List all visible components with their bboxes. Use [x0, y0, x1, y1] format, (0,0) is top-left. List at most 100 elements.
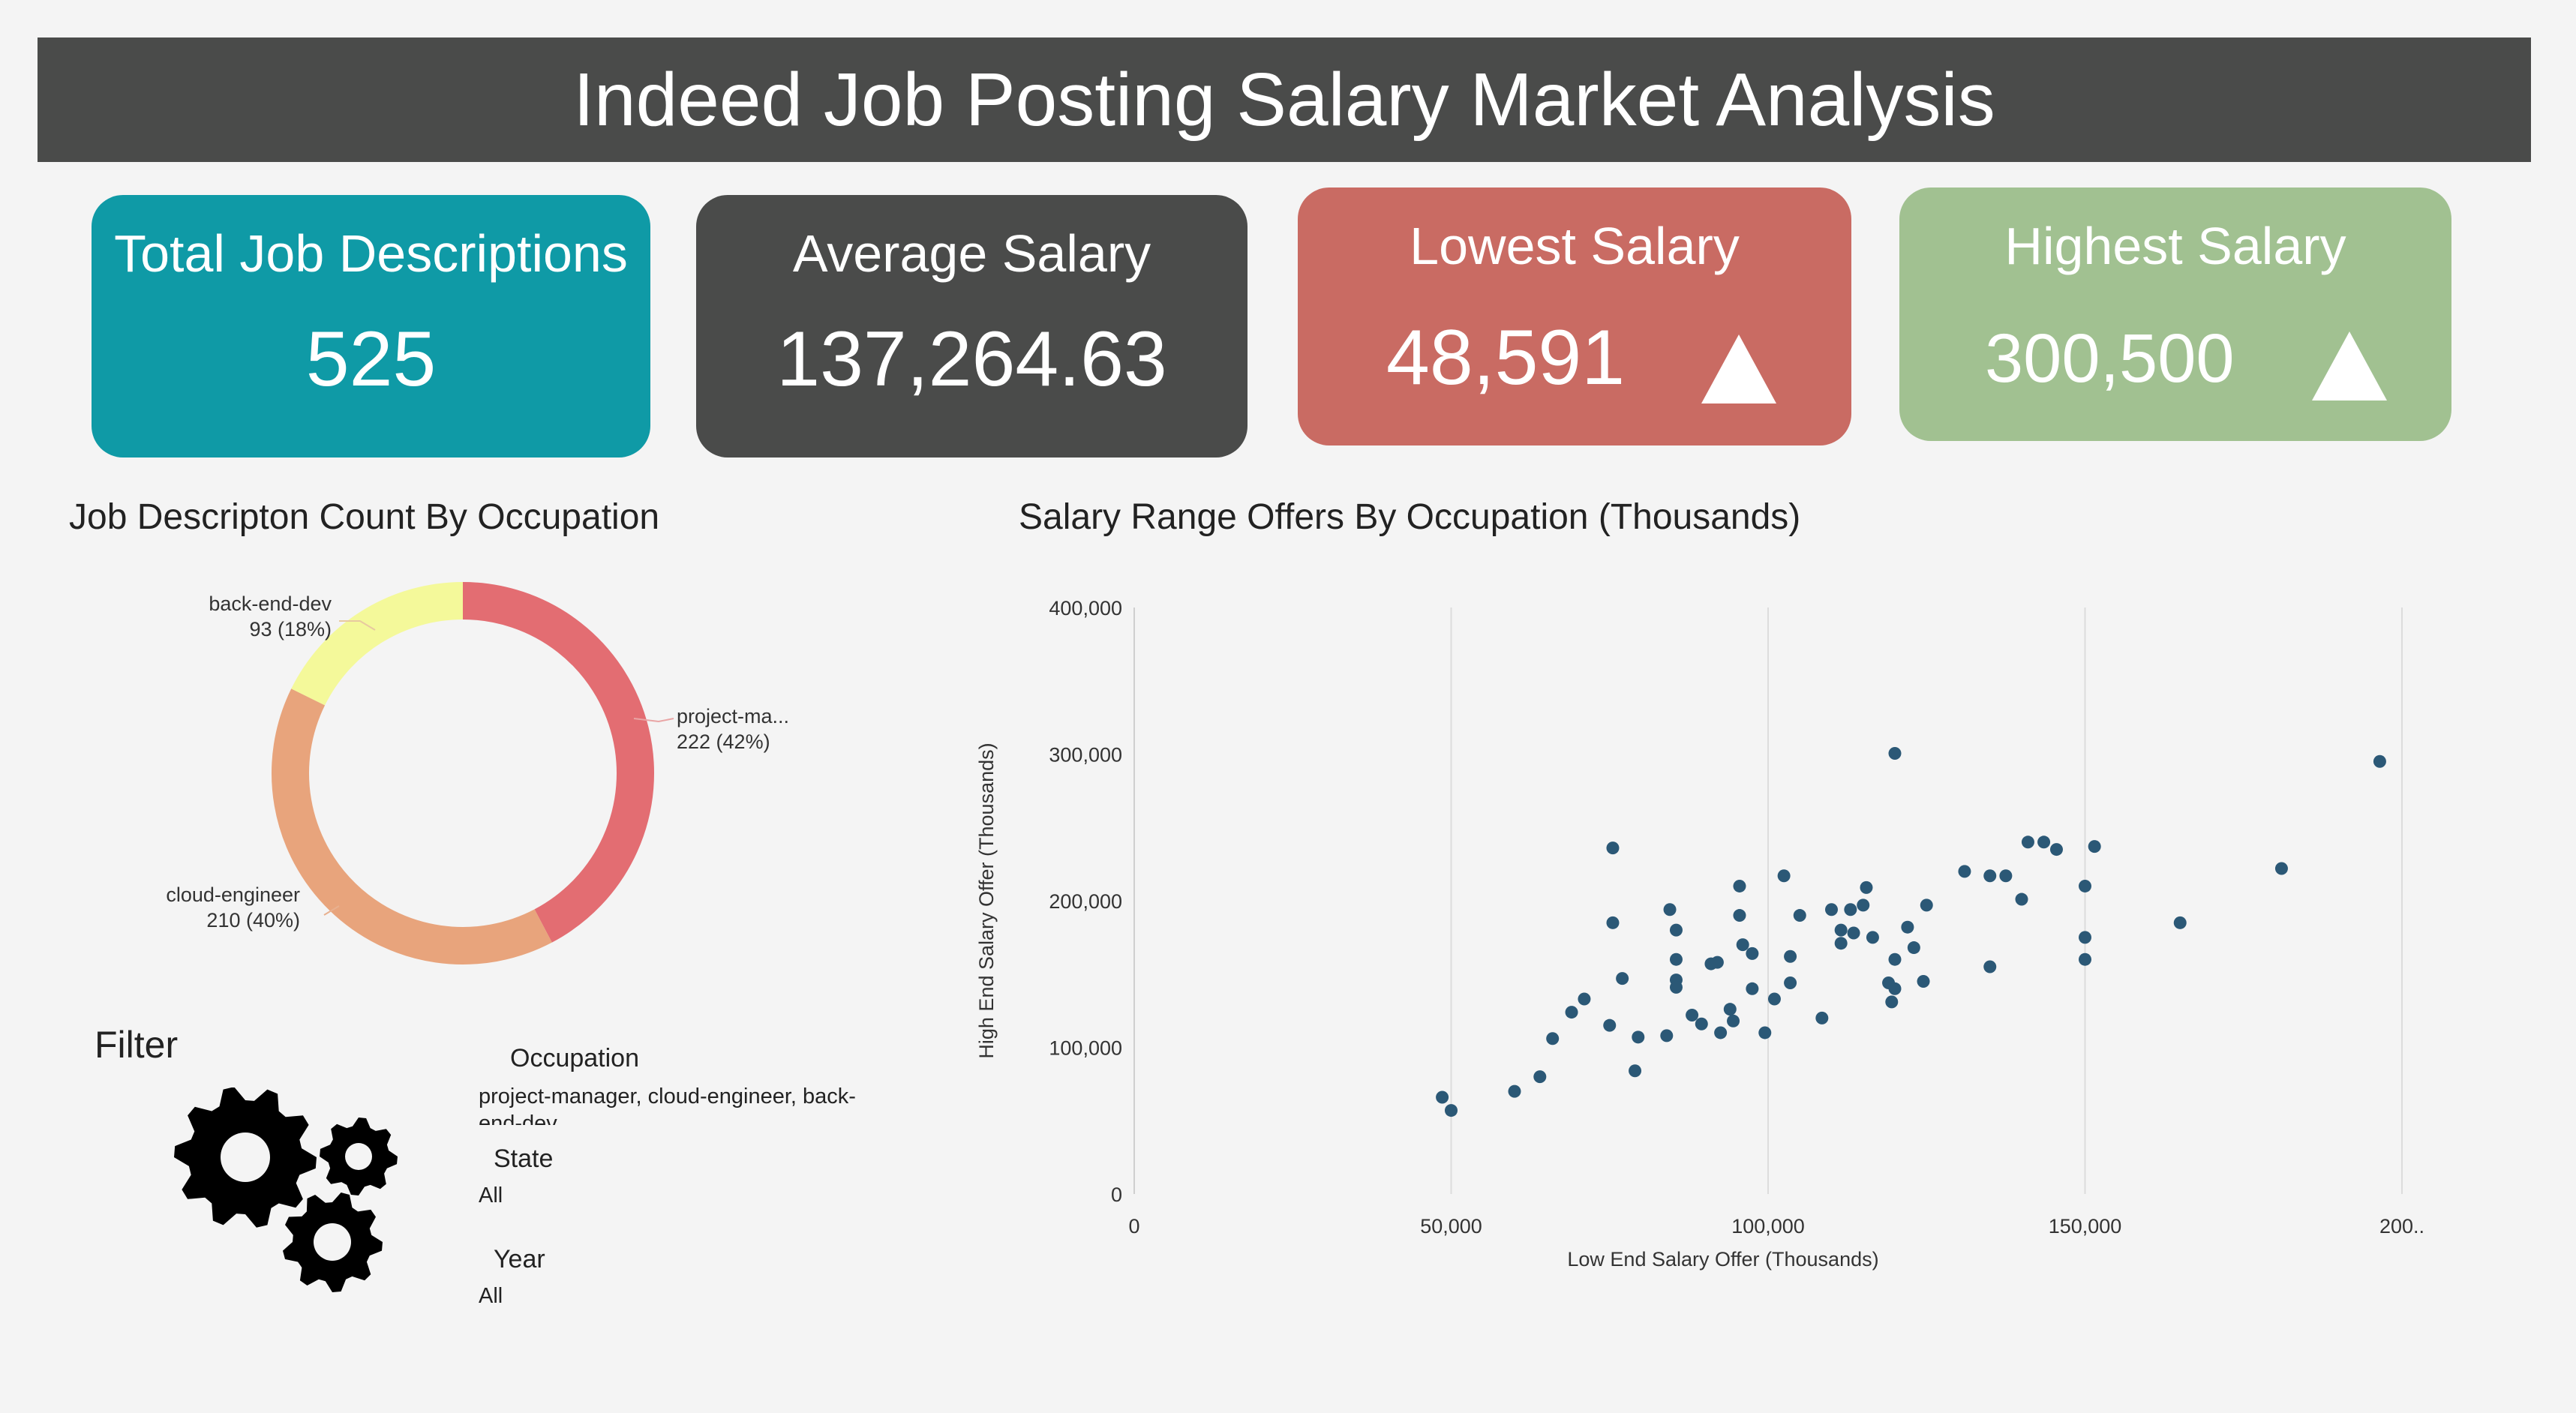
- scatter-point[interactable]: [1695, 1017, 1708, 1030]
- leader-line-back-end-dev: [339, 620, 376, 631]
- scatter-point[interactable]: [1983, 960, 1997, 974]
- scatter-point[interactable]: [2173, 916, 2187, 929]
- scatter-point[interactable]: [1888, 982, 1902, 995]
- slice-label-cloud-engineer: cloud-engineer: [166, 884, 300, 906]
- filter-state-select[interactable]: All: [479, 1184, 503, 1208]
- scatter-point[interactable]: [1784, 976, 1797, 989]
- scatter-point[interactable]: [1660, 1029, 1674, 1042]
- scatter-point[interactable]: [1508, 1084, 1521, 1098]
- scatter-point[interactable]: [1686, 1008, 1699, 1022]
- scatter-point[interactable]: [1669, 980, 1683, 994]
- scatter-point[interactable]: [2079, 879, 2091, 892]
- donut-slice-2[interactable]: [291, 582, 464, 706]
- scatter-point[interactable]: [1901, 920, 1914, 934]
- y-tick-label: 100,000: [1049, 1037, 1122, 1060]
- scatter-point[interactable]: [1825, 903, 1838, 916]
- scatter-point[interactable]: [1663, 903, 1677, 916]
- scatter-point[interactable]: [1784, 950, 1797, 963]
- scatter-point[interactable]: [1632, 1030, 1645, 1044]
- slice-label-back-end-dev: back-end-dev: [209, 592, 332, 615]
- scatter-point[interactable]: [2079, 931, 2091, 944]
- scatter-point[interactable]: [1920, 898, 1933, 912]
- scatter-point[interactable]: [1606, 842, 1620, 855]
- scatter-point[interactable]: [1733, 909, 1746, 922]
- scatter-point[interactable]: [1958, 865, 1971, 878]
- scatter-point[interactable]: [2021, 836, 2034, 849]
- scatter-chart: 0 100,000 200,000 300,000 400,000 0 50,000 100…: [975, 597, 2424, 1270]
- x-tick-label: 200..: [2379, 1215, 2424, 1238]
- scatter-point[interactable]: [1815, 1011, 1829, 1024]
- scatter-point[interactable]: [2088, 840, 2101, 854]
- kpi-average-salary: Average Salary 137,264.63: [696, 195, 1247, 458]
- scatter-point[interactable]: [1733, 879, 1746, 892]
- title-bar: Indeed Job Posting Salary Market Analysi…: [38, 38, 2531, 162]
- donut-slices: [272, 582, 654, 964]
- donut-chart: back-end-dev 93 (18%) project-ma... 222 …: [166, 582, 789, 964]
- y-tick-label: 400,000: [1049, 597, 1122, 620]
- scatter-point[interactable]: [1847, 926, 1860, 940]
- slice-value-back-end-dev: 93 (18%): [249, 618, 332, 640]
- kpi-value: 300,500: [1985, 320, 2235, 397]
- scatter-point[interactable]: [1983, 869, 1997, 883]
- y-axis-label: High End Salary Offer (Thousands): [975, 742, 998, 1058]
- scatter-point[interactable]: [1710, 956, 1724, 969]
- scatter-point[interactable]: [1888, 952, 1902, 966]
- filter-year-select[interactable]: All: [479, 1284, 503, 1308]
- scatter-point[interactable]: [1723, 1003, 1737, 1016]
- scatter-point[interactable]: [1603, 1018, 1617, 1032]
- scatter-point[interactable]: [2049, 843, 2063, 856]
- scatter-point[interactable]: [2274, 862, 2288, 875]
- donut-slice-1[interactable]: [272, 688, 552, 964]
- triangle-up-icon: [2312, 332, 2387, 400]
- scatter-point[interactable]: [1669, 923, 1683, 937]
- scatter-point[interactable]: [1917, 975, 1930, 988]
- scatter-point[interactable]: [1888, 747, 1902, 760]
- scatter-point[interactable]: [2373, 754, 2386, 768]
- scatter-point[interactable]: [1834, 923, 1848, 937]
- page-title: Indeed Job Posting Salary Market Analysi…: [573, 58, 1995, 142]
- kpi-value: 525: [305, 316, 437, 403]
- scatter-point[interactable]: [1844, 903, 1857, 916]
- scatter-point[interactable]: [1669, 952, 1683, 966]
- leader-line-cloud-engineer: [323, 905, 340, 916]
- scatter-point[interactable]: [1860, 880, 1873, 894]
- scatter-point[interactable]: [1736, 938, 1749, 952]
- scatter-point[interactable]: [1606, 916, 1620, 929]
- scatter-point[interactable]: [1746, 946, 1759, 960]
- scatter-point[interactable]: [1907, 941, 1920, 955]
- kpi-value: 137,264.63: [776, 316, 1167, 403]
- scatter-point[interactable]: [1533, 1070, 1547, 1084]
- scatter-point[interactable]: [1616, 972, 1629, 986]
- scatter-point[interactable]: [1565, 1006, 1578, 1019]
- scatter-point[interactable]: [1546, 1032, 1560, 1046]
- scatter-point[interactable]: [1777, 869, 1791, 883]
- slice-label-project-manager: project-ma...: [677, 705, 789, 728]
- filter-occupation-select[interactable]: project-manager, cloud-engineer, back- e…: [479, 1083, 884, 1125]
- scatter-point[interactable]: [1727, 1014, 1740, 1028]
- donut-slice-0[interactable]: [462, 582, 654, 943]
- gears-icon: [174, 1088, 398, 1292]
- scatter-point[interactable]: [1629, 1064, 1642, 1078]
- scatter-point[interactable]: [2037, 836, 2051, 849]
- scatter-point[interactable]: [1999, 869, 2013, 883]
- filter-occupation-value-line2: end-dev: [479, 1112, 557, 1125]
- scatter-point[interactable]: [1857, 898, 1870, 912]
- scatter-point[interactable]: [2079, 952, 2091, 966]
- scatter-point[interactable]: [1578, 992, 1591, 1006]
- scatter-point[interactable]: [1445, 1104, 1458, 1118]
- filter-state-label: State: [494, 1144, 554, 1173]
- scatter-point[interactable]: [2015, 892, 2028, 906]
- scatter-point[interactable]: [1746, 982, 1759, 995]
- scatter-chart-title: Salary Range Offers By Occupation (Thous…: [1019, 497, 1801, 537]
- scatter-point[interactable]: [1834, 937, 1848, 950]
- scatter-point[interactable]: [1714, 1026, 1728, 1040]
- scatter-point[interactable]: [1866, 931, 1879, 944]
- scatter-point[interactable]: [1885, 995, 1899, 1009]
- slice-value-project-manager: 222 (42%): [677, 730, 770, 753]
- scatter-point[interactable]: [1758, 1026, 1772, 1040]
- triangle-up-icon: [1701, 334, 1776, 404]
- scatter-point[interactable]: [1767, 992, 1781, 1006]
- scatter-point[interactable]: [1793, 909, 1806, 922]
- scatter-point[interactable]: [1436, 1090, 1449, 1104]
- filter-occupation-value-line1: project-manager, cloud-engineer, back-: [479, 1084, 856, 1108]
